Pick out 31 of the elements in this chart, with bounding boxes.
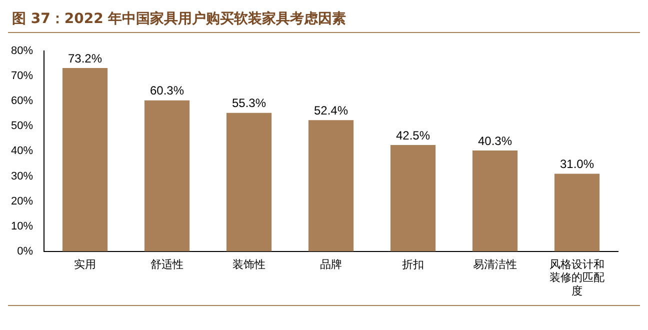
x-tick-label: 装饰性 <box>232 258 266 271</box>
data-label: 60.3% <box>150 84 184 98</box>
y-tick-label: 80% <box>10 45 34 58</box>
x-tick-label: 风格设计和装修的匹配度 <box>550 258 604 298</box>
y-tick-label: 30% <box>10 170 34 182</box>
y-tick-label: 0% <box>17 245 34 258</box>
bar <box>144 100 190 252</box>
bar <box>472 150 518 252</box>
y-tick-label: 50% <box>10 120 34 132</box>
bar <box>62 68 108 252</box>
y-tick-label: 10% <box>10 220 34 232</box>
x-tick-label: 实用 <box>74 258 96 271</box>
data-label: 55.3% <box>232 96 266 110</box>
x-tick-label: 折扣 <box>402 258 424 271</box>
data-label: 52.4% <box>314 103 348 118</box>
y-tick-label: 40% <box>10 145 34 158</box>
data-label: 73.2% <box>68 51 102 66</box>
chart-title: 图 37：2022 年中国家具用户购买软装家具考虑因素 <box>11 10 348 29</box>
bar <box>308 120 354 252</box>
y-tick-label: 60% <box>10 95 34 108</box>
data-label: 42.5% <box>396 128 430 142</box>
y-tick-label: 20% <box>10 195 34 208</box>
x-tick-label: 易清洁性 <box>473 258 518 271</box>
x-tick-label: 舒适性 <box>150 258 184 271</box>
y-tick-label: 70% <box>10 70 34 82</box>
bar <box>390 144 436 252</box>
data-label: 40.3% <box>478 134 512 148</box>
x-tick-label: 品牌 <box>320 258 342 271</box>
bar <box>226 112 272 252</box>
bar <box>554 174 600 252</box>
data-label: 31.0% <box>560 157 594 172</box>
